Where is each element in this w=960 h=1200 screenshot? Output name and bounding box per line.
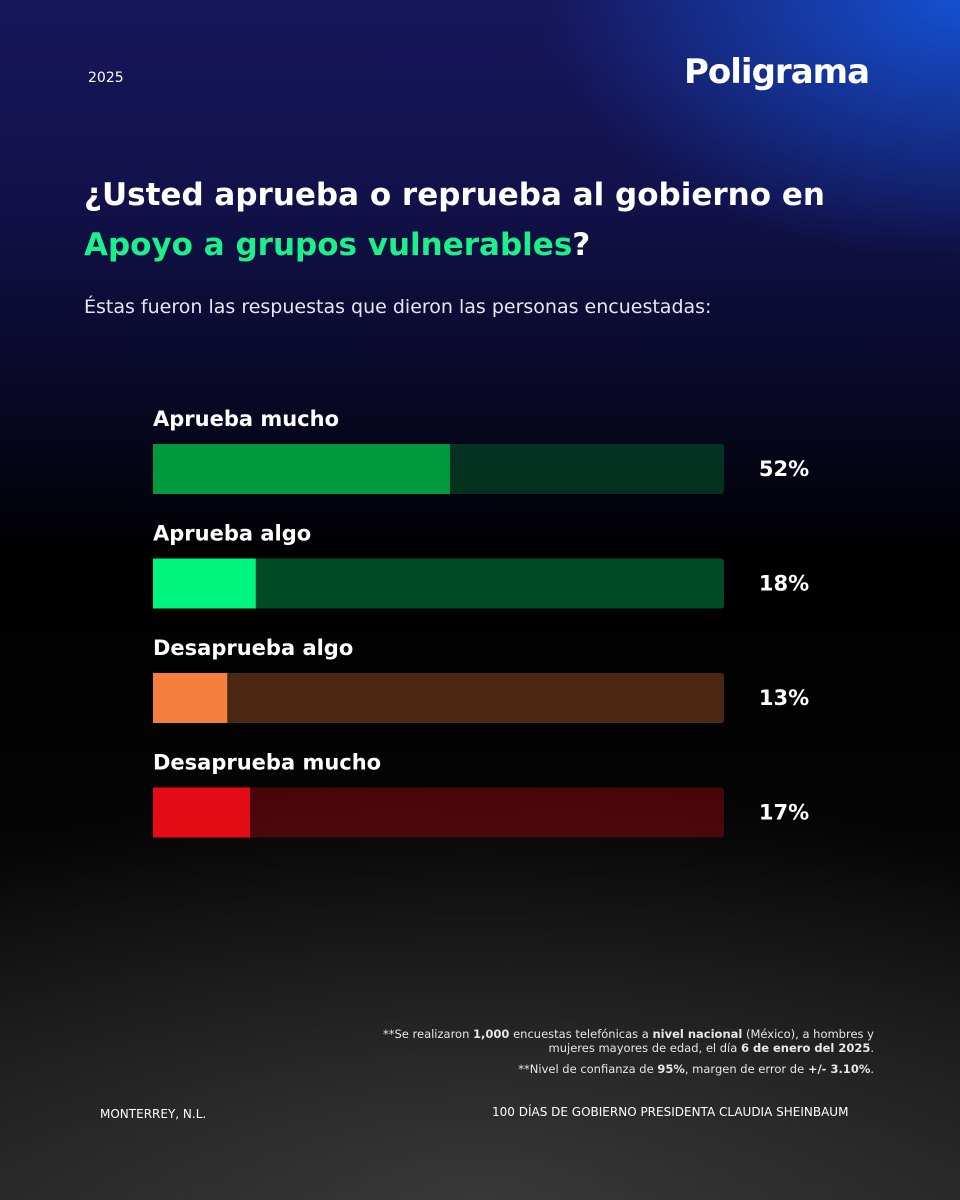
value-label: 13% [759, 686, 809, 710]
text: 6 de enero del 2025 [740, 1041, 871, 1055]
text: . [870, 1062, 874, 1076]
footnote: **Nivel de confianza de 95%, margen de e… [374, 1062, 874, 1076]
text: encuestas telefónicas a [509, 1027, 653, 1041]
category-label: Aprueba algo [153, 522, 311, 546]
category-label: Desaprueba algo [153, 636, 353, 660]
value-label: 17% [759, 801, 809, 825]
value-label: 52% [759, 457, 809, 481]
brand-logo: Poligrama [684, 52, 870, 92]
bar-track [153, 558, 724, 609]
bar [153, 787, 251, 838]
campaign: 100 DÍAS DE GOBIERNO PRESIDENTA CLAUDIA … [492, 1105, 849, 1119]
category-label: Aprueba mucho [153, 407, 339, 431]
text: 1,000 [473, 1027, 510, 1041]
text: **Nivel de confianza de [518, 1062, 658, 1076]
text: 95% [657, 1062, 685, 1076]
footnote: **Se realizaron 1,000 encuestas telefóni… [374, 1027, 874, 1055]
bar-track [153, 787, 724, 838]
text: nivel nacional [652, 1027, 743, 1041]
chart: Aprueba mucho 52% Aprueba algo 18% Desaprueb… [153, 407, 809, 838]
year: 2025 [88, 70, 124, 86]
text: **Se realizaron [382, 1027, 474, 1041]
title-highlight: Apoyo a grupos vulnerables [84, 227, 573, 263]
bar [153, 558, 256, 609]
category-label: Desaprueba mucho [153, 751, 381, 775]
location: MONTERREY, N.L. [100, 1107, 207, 1121]
bar [153, 444, 450, 494]
value-label: 18% [759, 572, 809, 596]
bar-track [153, 673, 724, 723]
title: ¿Usted aprueba o reprueba al gobierno en… [84, 170, 884, 270]
title-text: ¿Usted aprueba o reprueba al gobierno en [84, 177, 825, 213]
text: (México), a hombres y mujeres mayores de… [548, 1027, 874, 1055]
text: , margen de error de [684, 1062, 808, 1076]
text: +/- 3.10% [807, 1062, 871, 1076]
bar [153, 673, 228, 723]
text: . [870, 1041, 874, 1055]
subtitle: Éstas fueron las respuestas que dieron l… [84, 296, 712, 318]
title-text: ? [572, 227, 591, 263]
